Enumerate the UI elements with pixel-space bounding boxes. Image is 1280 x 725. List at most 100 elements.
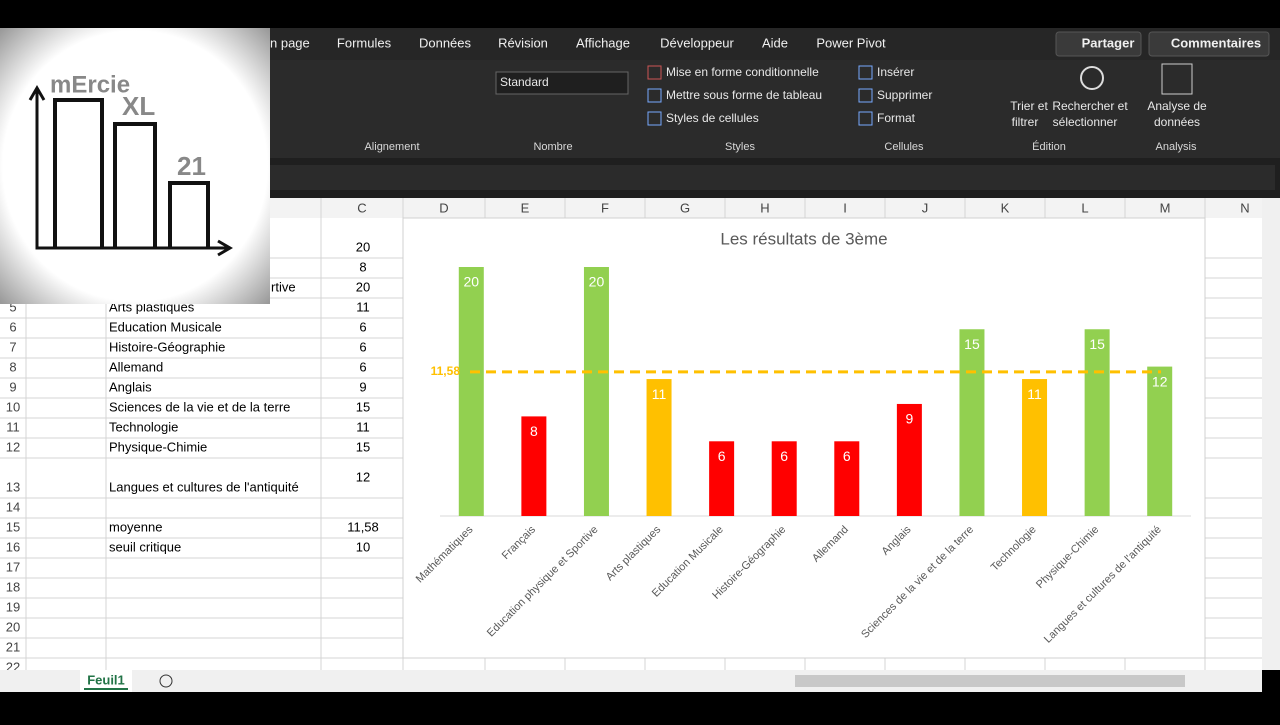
column-header: C <box>357 200 366 215</box>
cell: 6 <box>359 359 366 374</box>
column-header: H <box>760 200 769 215</box>
cell: 11 <box>356 299 370 314</box>
icon <box>647 65 662 80</box>
data-label: 6 <box>718 448 726 464</box>
column-header: K <box>1001 200 1010 215</box>
ribbon-group-label: Alignement <box>364 141 419 153</box>
column-header: I <box>843 200 847 215</box>
ribbon-group-label: Analysis <box>1156 141 1197 153</box>
row-number: 6 <box>9 319 16 334</box>
ribbon-command[interactable]: sélectionner <box>1053 115 1118 129</box>
row-number: 9 <box>9 379 16 394</box>
bar <box>959 329 985 516</box>
ribbon-tab[interactable]: Développeur <box>660 35 734 50</box>
cell: 8 <box>359 259 366 274</box>
ribbon-tab[interactable]: Formules <box>337 35 392 50</box>
cell: Langues et cultures de l'antiquité <box>109 479 299 494</box>
data-label: 20 <box>589 274 605 290</box>
number-format-box[interactable] <box>495 71 629 95</box>
horizontal-scrollbar[interactable] <box>795 675 1185 687</box>
row-number: 7 <box>9 339 16 354</box>
sheet-tab[interactable] <box>80 670 132 692</box>
row-number: 12 <box>6 439 20 454</box>
cell: rtive <box>271 279 296 294</box>
column-header: D <box>439 200 448 215</box>
cell: Sciences de la vie et de la terre <box>109 399 290 414</box>
icon <box>647 111 662 126</box>
data-label: 11 <box>652 386 667 402</box>
row-number: 10 <box>6 399 20 414</box>
cell: 11 <box>356 419 370 434</box>
bar <box>896 403 922 516</box>
ribbon-command[interactable]: Insérer <box>877 65 914 79</box>
cell: 20 <box>356 279 370 294</box>
cell: 10 <box>356 539 370 554</box>
ribbon-command[interactable]: Mise en forme conditionnelle <box>666 65 819 79</box>
ribbon-group-label: Styles <box>725 141 755 153</box>
data-label: 15 <box>1089 336 1105 352</box>
add-sheet-button[interactable] <box>159 674 173 688</box>
data-label: 6 <box>780 448 788 464</box>
cell: 9 <box>359 379 366 394</box>
cell: 12 <box>356 469 370 484</box>
cell: 20 <box>356 239 370 254</box>
column-header: E <box>521 200 530 215</box>
ribbon-command[interactable]: Trier et <box>1010 99 1048 113</box>
share-label[interactable]: Partager <box>1082 35 1135 50</box>
ribbon-command[interactable]: filtrer <box>1012 115 1039 129</box>
reference-label: 11,58 <box>431 364 461 378</box>
data-label: 9 <box>905 411 913 427</box>
cell: 6 <box>359 319 366 334</box>
comments-label[interactable]: Commentaires <box>1171 35 1261 50</box>
comments-button[interactable] <box>1148 31 1270 57</box>
formula-bar[interactable] <box>270 165 1275 190</box>
number-format[interactable]: Standard <box>500 75 549 89</box>
data-label: 12 <box>1152 373 1168 389</box>
column-header: G <box>680 200 690 215</box>
ribbon-group-label: Édition <box>1032 140 1066 153</box>
icon <box>647 88 662 103</box>
ribbon-command[interactable]: données <box>1154 115 1200 129</box>
data-label: 6 <box>843 448 851 464</box>
column-header: J <box>922 200 929 215</box>
cell: 11,58 <box>347 519 379 534</box>
ribbon-command[interactable]: Mettre sous forme de tableau <box>666 88 822 102</box>
ribbon-tab[interactable]: Révision <box>498 35 548 50</box>
row-number: 8 <box>9 359 16 374</box>
logo-text: mErcie <box>50 71 130 98</box>
row-number: 5 <box>9 299 16 314</box>
bar <box>521 416 547 516</box>
logo-axes <box>28 85 233 257</box>
bar <box>458 267 484 516</box>
ribbon-tab[interactable]: Aide <box>762 35 788 50</box>
column-header-row <box>0 198 1262 218</box>
row-number: 13 <box>6 479 20 494</box>
icon <box>1161 63 1193 95</box>
ribbon-command[interactable]: Supprimer <box>877 88 932 102</box>
row-number: 15 <box>6 519 20 534</box>
bar <box>709 441 735 516</box>
ribbon-command[interactable]: Styles de cellules <box>666 111 759 125</box>
ribbon-tab[interactable]: Power Pivot <box>816 35 886 50</box>
ribbon-tab[interactable]: Affichage <box>576 35 630 50</box>
ribbon-tab[interactable]: Données <box>419 35 472 50</box>
bar <box>1147 366 1173 516</box>
cell: Anglais <box>109 379 152 394</box>
ribbon-command[interactable]: Rechercher et <box>1052 99 1128 113</box>
cell: 6 <box>359 339 366 354</box>
ribbon-tab[interactable]: n page <box>270 35 310 50</box>
column-header: F <box>601 200 609 215</box>
cell: moyenne <box>109 519 162 534</box>
data-label: 8 <box>530 423 538 439</box>
share-button[interactable] <box>1055 31 1142 57</box>
cell: Histoire-Géographie <box>109 339 225 354</box>
sheet-tab-label[interactable]: Feuil1 <box>87 672 125 687</box>
logo-text: XL <box>122 91 155 121</box>
vertical-scrollbar[interactable] <box>1262 198 1280 670</box>
bar <box>646 379 672 516</box>
bar <box>1022 379 1048 516</box>
column-header: L <box>1081 200 1088 215</box>
ribbon-command[interactable]: Format <box>877 111 916 125</box>
ribbon-command[interactable]: Analyse de <box>1147 99 1207 113</box>
